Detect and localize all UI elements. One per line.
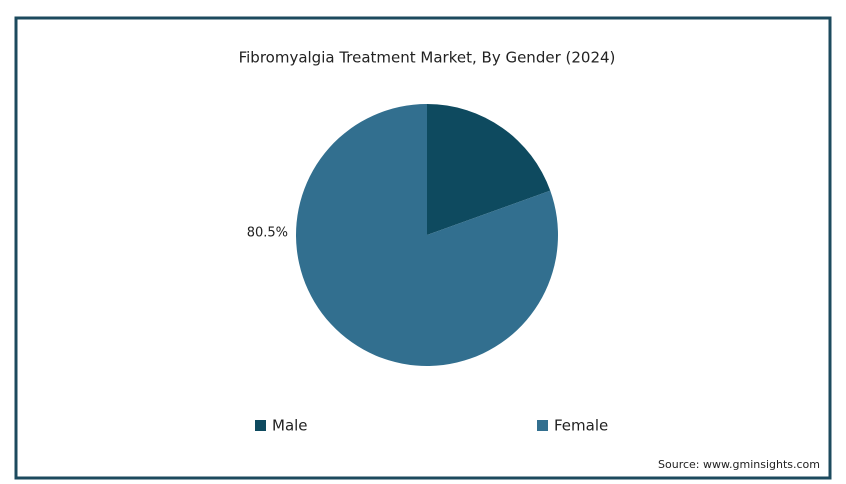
chart-title: Fibromyalgia Treatment Market, By Gender… (239, 49, 616, 67)
legend-label: Female (554, 417, 608, 435)
data-label: 80.5% (247, 226, 288, 241)
legend-label: Male (272, 417, 308, 435)
legend-swatch (255, 420, 266, 431)
source: Source: www.gminsights.com (658, 458, 820, 471)
pie-slice (295, 104, 558, 367)
legend-swatch (537, 420, 548, 431)
pie-slice (427, 104, 551, 235)
